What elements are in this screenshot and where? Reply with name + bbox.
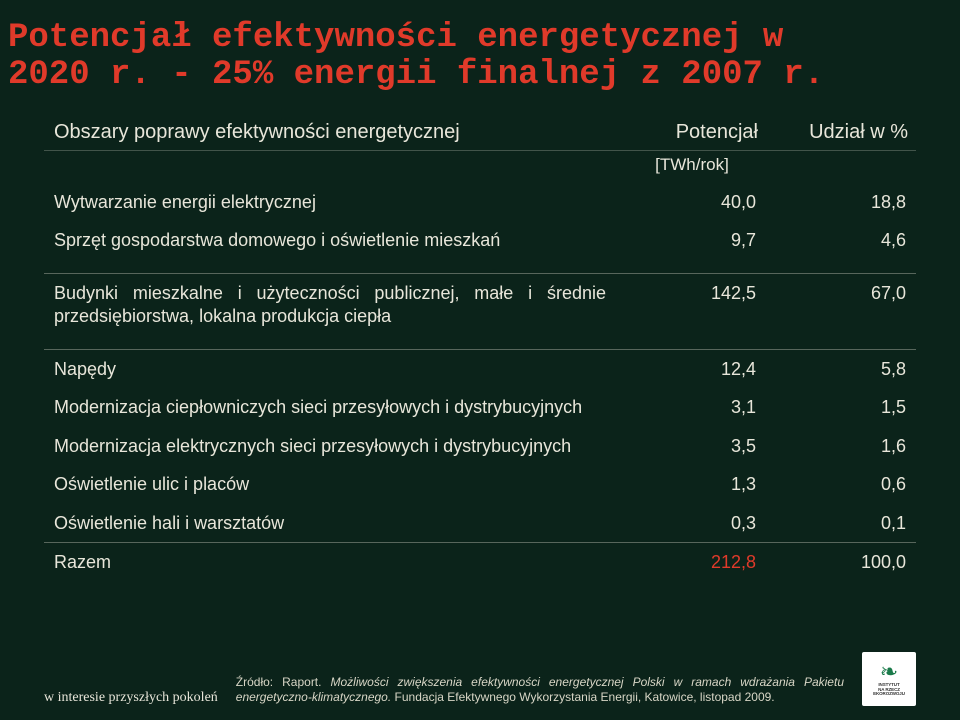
- row-share: 18,8: [766, 183, 916, 222]
- col-share: Udział w %: [766, 115, 916, 151]
- source-suffix: Fundacja Efektywnego Wykorzystania Energ…: [391, 690, 774, 704]
- col-area: Obszary poprawy efektywności energetyczn…: [44, 115, 616, 151]
- total-potential: 212,8: [616, 543, 766, 582]
- row-potential: 40,0: [616, 183, 766, 222]
- logo-text-3: EKOROZWOJU: [873, 692, 905, 697]
- row-share: 1,5: [766, 388, 916, 427]
- col-potential: Potencjał: [616, 115, 766, 151]
- leaf-icon: ❧: [880, 661, 898, 683]
- total-label: Razem: [44, 543, 616, 582]
- table-row: Sprzęt gospodarstwa domowego i oświetlen…: [44, 221, 916, 260]
- institute-logo: ❧ INSTYTUT NA RZECZ EKOROZWOJU: [862, 652, 916, 706]
- footer-tagline: w interesie przyszłych pokoleń: [44, 690, 218, 706]
- row-potential: 3,5: [616, 427, 766, 466]
- table-row: Napędy 12,4 5,8: [44, 349, 916, 388]
- total-share: 100,0: [766, 543, 916, 582]
- row-name: Modernizacja elektrycznych sieci przesył…: [44, 427, 616, 466]
- table-row: Oświetlenie hali i warsztatów 0,3 0,1: [44, 504, 916, 543]
- table-row: Wytwarzanie energii elektrycznej 40,0 18…: [44, 183, 916, 222]
- unit-row: [TWh/rok]: [44, 150, 916, 183]
- slide-title-line2: 2020 r. - 25% energii finalnej z 2007 r.: [8, 57, 916, 94]
- row-spacer: [44, 335, 916, 349]
- source-prefix: Źródło: Raport.: [236, 675, 331, 689]
- row-potential: 3,1: [616, 388, 766, 427]
- row-name: Oświetlenie ulic i placów: [44, 465, 616, 504]
- table-row: Oświetlenie ulic i placów 1,3 0,6: [44, 465, 916, 504]
- row-share: 1,6: [766, 427, 916, 466]
- row-share: 0,6: [766, 465, 916, 504]
- row-potential: 142,5: [616, 274, 766, 336]
- row-potential: 9,7: [616, 221, 766, 260]
- row-name: Oświetlenie hali i warsztatów: [44, 504, 616, 543]
- row-name: Sprzęt gospodarstwa domowego i oświetlen…: [44, 221, 616, 260]
- efficiency-table: Obszary poprawy efektywności energetyczn…: [44, 115, 916, 582]
- total-row: Razem 212,8 100,0: [44, 543, 916, 582]
- row-potential: 1,3: [616, 465, 766, 504]
- source-citation: Źródło: Raport. Możliwości zwiększenia e…: [236, 675, 844, 706]
- row-share: 0,1: [766, 504, 916, 543]
- row-potential: 0,3: [616, 504, 766, 543]
- footer: w interesie przyszłych pokoleń Źródło: R…: [44, 652, 916, 706]
- slide: Potencjał efektywności energetycznej w 2…: [0, 0, 960, 720]
- row-share: 5,8: [766, 349, 916, 388]
- unit-label: [TWh/rok]: [616, 150, 766, 183]
- row-spacer: [44, 260, 916, 274]
- row-name: Napędy: [44, 349, 616, 388]
- row-name: Wytwarzanie energii elektrycznej: [44, 183, 616, 222]
- table-header-row: Obszary poprawy efektywności energetyczn…: [44, 115, 916, 151]
- slide-title-line1: Potencjał efektywności energetycznej w: [8, 20, 916, 57]
- table-row: Budynki mieszkalne i użyteczności public…: [44, 274, 916, 336]
- row-name: Budynki mieszkalne i użyteczności public…: [44, 274, 616, 336]
- row-name: Modernizacja ciepłowniczych sieci przesy…: [44, 388, 616, 427]
- row-share: 4,6: [766, 221, 916, 260]
- table-row: Modernizacja elektrycznych sieci przesył…: [44, 427, 916, 466]
- table-row: Modernizacja ciepłowniczych sieci przesy…: [44, 388, 916, 427]
- row-share: 67,0: [766, 274, 916, 336]
- row-potential: 12,4: [616, 349, 766, 388]
